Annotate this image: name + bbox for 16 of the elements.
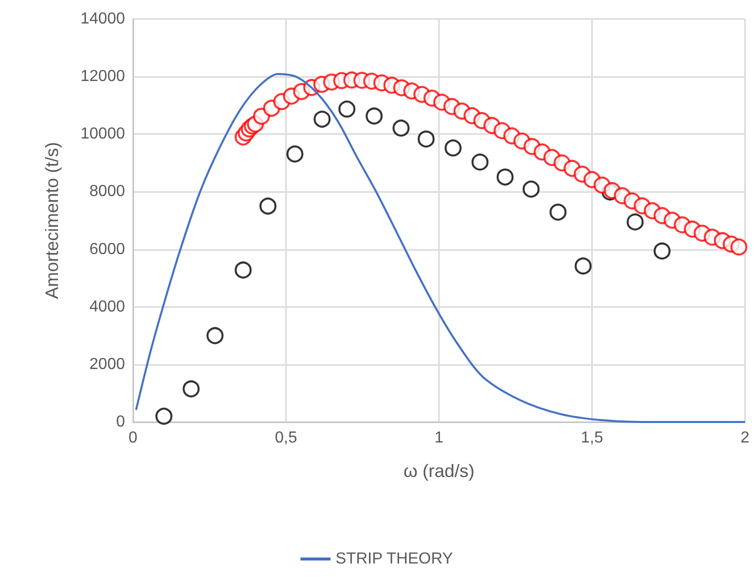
y-tick-label: 4000 (89, 298, 126, 316)
y-tick-label: 14000 (80, 10, 126, 28)
y-tick-label: 10000 (80, 126, 126, 143)
y-tick-label: 6000 (89, 240, 126, 258)
x-tick-label: 0,5 (274, 430, 298, 446)
x-tick-label: 2 (740, 430, 750, 446)
x-tick-label: 0 (128, 430, 138, 446)
x-axis-title: ω (rad/s) (403, 461, 475, 481)
y-axis-title: Amortecimento (t/s) (42, 142, 62, 300)
y-tick-label: 2000 (89, 356, 126, 373)
y-tick-label: 8000 (89, 183, 126, 200)
x-tick-label: 1 (434, 430, 444, 446)
y-tick-label: 0 (116, 414, 126, 430)
x-tick-label: 1,5 (580, 430, 604, 446)
legend-label: STRIP THEORY (336, 550, 454, 568)
y-tick-label: 12000 (80, 68, 126, 86)
